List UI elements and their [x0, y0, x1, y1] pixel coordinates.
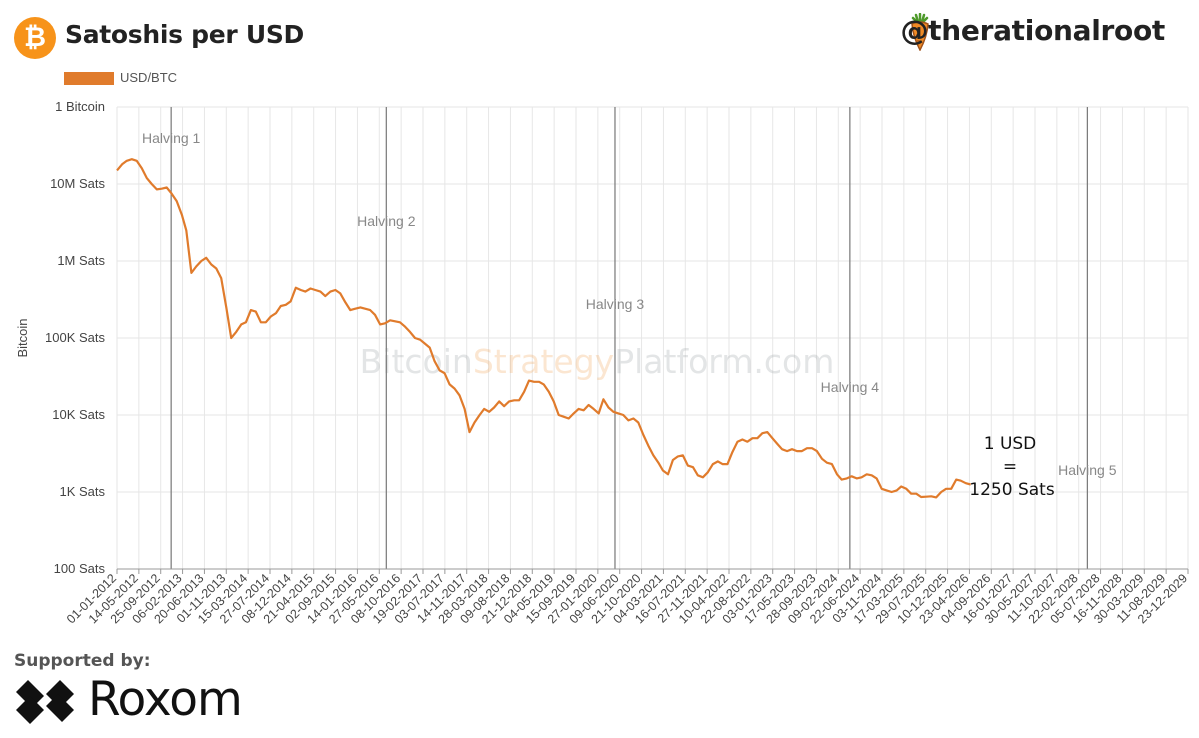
- author-handle: @therationalroot: [900, 14, 1165, 47]
- halving-label: Halving 5: [1058, 462, 1117, 478]
- price-annotation: 1 USD = 1250 Sats: [969, 434, 1055, 500]
- watermark: BitcoinStrategyPlatform.com: [360, 342, 835, 381]
- y-tick-label: 1 Bitcoin: [55, 99, 105, 114]
- supported-by-label: Supported by:: [14, 651, 151, 671]
- y-tick-label: 1K Sats: [59, 484, 105, 499]
- y-axis-title: Bitcoin: [15, 318, 30, 357]
- annotation-line-1: 1 USD: [984, 434, 1037, 454]
- sponsor-logo[interactable]: Roxom: [14, 672, 254, 727]
- chart-plot: BitcoinStrategyPlatform.com Halving 1 Hal…: [15, 99, 1190, 626]
- roxom-mark-icon: [16, 680, 74, 724]
- sponsor-name: Roxom: [88, 672, 243, 727]
- halving-label: Halving 3: [586, 296, 645, 312]
- annotation-line-2: =: [1003, 457, 1017, 477]
- y-tick-label: 10M Sats: [50, 176, 105, 191]
- y-tick-label: 1M Sats: [57, 253, 105, 268]
- chart-title: Satoshis per USD: [65, 20, 304, 49]
- y-tick-label: 10K Sats: [52, 407, 105, 422]
- legend-label: USD/BTC: [120, 70, 178, 85]
- halving-label: Halving 1: [142, 130, 201, 146]
- annotation-line-3: 1250 Sats: [969, 480, 1055, 500]
- y-tick-label: 100 Sats: [54, 561, 106, 576]
- chart-header: ₿ Satoshis per USD @therationalroot USD/…: [0, 0, 1199, 110]
- y-tick-label: 100K Sats: [45, 330, 105, 345]
- halving-label: Halving 2: [357, 213, 416, 229]
- legend-swatch: [64, 72, 114, 85]
- halving-label: Halving 4: [821, 379, 880, 395]
- carrot-icon: [911, 13, 929, 51]
- bitcoin-logo-icon: ₿: [14, 17, 56, 59]
- series-line-usd-btc: [116, 158, 971, 499]
